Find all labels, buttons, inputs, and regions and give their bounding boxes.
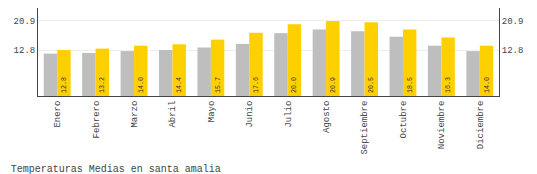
svg-text:18.5: 18.5 [406, 77, 414, 93]
svg-text:20.0: 20.0 [290, 77, 298, 93]
svg-text:Abril: Abril [168, 101, 178, 128]
svg-text:12.8: 12.8 [14, 46, 36, 56]
svg-text:Junio: Junio [245, 101, 255, 128]
svg-text:Octubre: Octubre [399, 101, 409, 139]
svg-text:12.8: 12.8 [60, 77, 68, 93]
svg-text:Temperaturas Medias en santa a: Temperaturas Medias en santa amalia [11, 164, 221, 174]
svg-text:20.9: 20.9 [502, 17, 524, 27]
svg-text:20.5: 20.5 [367, 77, 375, 93]
svg-text:13.2: 13.2 [98, 77, 106, 93]
svg-text:16.3: 16.3 [444, 77, 452, 93]
svg-text:Septiembre: Septiembre [360, 101, 370, 155]
svg-text:20.9: 20.9 [329, 77, 337, 93]
svg-text:Noviembre: Noviembre [437, 101, 447, 150]
svg-text:12.8: 12.8 [502, 46, 524, 56]
svg-text:Julio: Julio [284, 101, 294, 128]
svg-text:Febrero: Febrero [92, 101, 102, 139]
svg-text:20.9: 20.9 [14, 17, 36, 27]
svg-text:15.7: 15.7 [214, 77, 222, 93]
svg-text:Agosto: Agosto [322, 101, 332, 133]
svg-text:14.0: 14.0 [137, 77, 145, 93]
svg-text:Enero: Enero [53, 101, 63, 128]
svg-text:Marzo: Marzo [130, 101, 140, 128]
svg-text:Mayo: Mayo [207, 101, 217, 123]
svg-text:Diciembre: Diciembre [476, 101, 486, 150]
svg-text:17.6: 17.6 [252, 77, 260, 93]
svg-text:14.4: 14.4 [175, 77, 183, 93]
svg-text:14.0: 14.0 [483, 77, 491, 93]
